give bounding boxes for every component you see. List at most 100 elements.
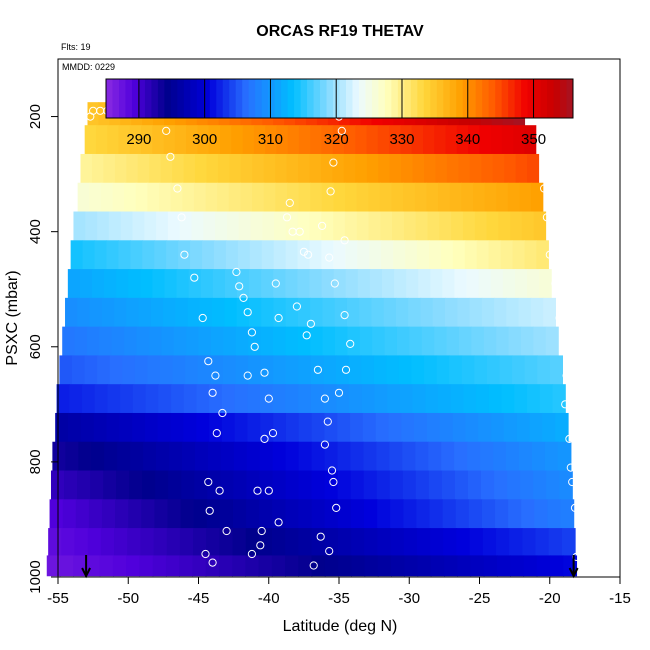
heatmap-cell [412, 153, 425, 184]
heatmap-cell [181, 441, 196, 471]
flight-point [215, 486, 224, 495]
heatmap-cell [235, 326, 249, 356]
x-tick-label: -35 [328, 590, 350, 607]
heatmap-cell [389, 470, 404, 500]
heatmap-cell [381, 269, 395, 299]
heatmap-cell [396, 297, 409, 328]
heatmap-cell [170, 412, 184, 443]
heatmap-cell [345, 269, 359, 299]
flight-point [566, 463, 575, 472]
colorbar-cell [417, 79, 425, 118]
heatmap-cell [132, 211, 145, 241]
x-tick-label: -40 [258, 590, 280, 607]
heatmap-cell [498, 211, 511, 241]
heatmap-cell [285, 355, 299, 385]
heatmap-cell [191, 211, 204, 241]
heatmap-cell [356, 182, 369, 212]
heatmap-cell [271, 555, 286, 577]
heatmap-cell [272, 441, 287, 471]
heatmap-cell [417, 555, 432, 577]
heatmap-cell [469, 297, 483, 328]
heatmap-cell [126, 153, 139, 184]
heatmap-cell [368, 182, 381, 212]
heatmap-cell [343, 153, 356, 184]
heatmap-cell [492, 153, 505, 184]
heatmap-cell [374, 384, 388, 414]
heatmap-cell [404, 555, 419, 577]
heatmap-cell [472, 182, 486, 212]
y-tick-label: 600 [27, 334, 44, 359]
heatmap-cell [527, 153, 540, 184]
heatmap-cell [286, 153, 299, 184]
heatmap-cell [235, 355, 249, 385]
heatmap-cell [242, 125, 255, 155]
flight-point [264, 394, 273, 403]
heatmap-cell [469, 153, 482, 184]
heatmap-cell [55, 412, 69, 443]
colorbar-cell [157, 79, 165, 118]
flight-point [198, 313, 207, 323]
heatmap-cell [163, 297, 176, 328]
flight-point [306, 319, 315, 328]
x-axis-label: Latitude (deg N) [283, 618, 398, 635]
heatmap-cell [408, 297, 422, 328]
heatmap-cell [93, 412, 108, 443]
heatmap-cell [49, 499, 64, 529]
heatmap-cell [166, 528, 181, 556]
heatmap-cell [106, 240, 120, 270]
colorbar-cell [488, 79, 496, 118]
colorbar-cell [112, 79, 120, 118]
heatmap-cell [363, 441, 378, 471]
heatmap-cell [351, 555, 366, 577]
heatmap-cell [322, 326, 336, 356]
heatmap-cell [376, 470, 391, 500]
heatmap-cell [120, 211, 134, 241]
heatmap-cell [248, 297, 262, 328]
heatmap-cell [183, 412, 197, 443]
heatmap-cell [82, 384, 96, 414]
heatmap-cell [519, 182, 532, 212]
heatmap-cell [310, 182, 323, 212]
heatmap-layer [59, 355, 563, 385]
heatmap-cell [389, 125, 401, 155]
heatmap-cell [467, 470, 482, 500]
heatmap-cell [474, 355, 488, 385]
heatmap-cell [52, 441, 66, 471]
heatmap-cell [346, 297, 360, 328]
heatmap-cell [441, 470, 456, 500]
heatmap-cell [435, 153, 448, 184]
heatmap-cell [285, 240, 299, 270]
colorbar-cell [209, 79, 217, 118]
colorbar-cell [423, 79, 431, 118]
heatmap-cell [127, 528, 141, 556]
colorbar-cell [397, 79, 405, 118]
heatmap-cell [310, 125, 323, 155]
heatmap-cell [333, 182, 346, 212]
colorbar-cell [475, 79, 483, 118]
heatmap-cell [432, 297, 446, 328]
x-tick-label: -55 [47, 590, 69, 607]
heatmap-cell [179, 211, 193, 241]
heatmap-cell [481, 470, 495, 500]
heatmap-cell [124, 326, 138, 356]
colorbar-cell [106, 79, 113, 118]
heatmap-cell [272, 528, 286, 556]
heatmap-cell [309, 269, 323, 299]
heatmap-cell [234, 384, 248, 414]
flight-point [559, 342, 568, 351]
heatmap-cell [344, 125, 356, 155]
heatmap-cell [140, 528, 155, 556]
heatmap-cell [115, 499, 129, 529]
heatmap-cell [252, 182, 265, 212]
heatmap-cell [350, 470, 365, 500]
heatmap-cell [548, 528, 563, 556]
heatmap-cell [456, 528, 471, 556]
heatmap-cell [402, 470, 417, 500]
heatmap-layer [84, 125, 537, 155]
heatmap-cell [196, 384, 210, 414]
heatmap-cell [213, 240, 227, 270]
flight-point [320, 440, 329, 449]
heatmap-cell [414, 412, 428, 443]
heatmap-cell [533, 326, 547, 356]
